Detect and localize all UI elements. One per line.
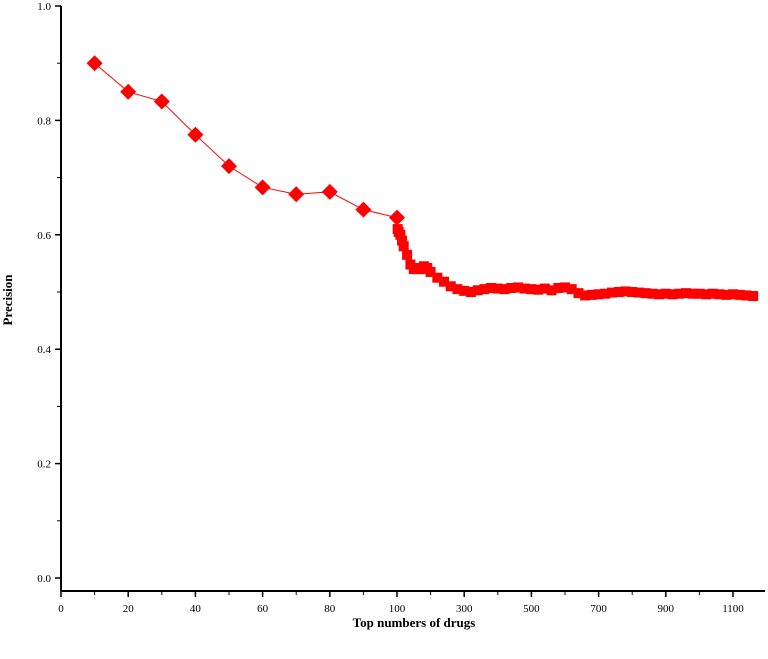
axes: 0.0 0.2 0.4 0.6 0.8 1.0 0 20 40 60 80 100 300 500 700 9…	[37, 1, 765, 615]
data-point-marker	[620, 286, 631, 297]
series-line	[94, 62, 398, 219]
data-point-marker	[701, 289, 712, 300]
data-point-marker	[519, 283, 530, 294]
x-tick-label: 900	[658, 603, 675, 615]
data-point-marker	[714, 289, 725, 300]
y-tick-label: 0.0	[37, 573, 51, 585]
data-point-marker	[398, 241, 409, 252]
data-point-marker	[86, 55, 103, 72]
data-point-marker	[506, 282, 517, 293]
y-tick-label: 0.8	[37, 115, 51, 127]
data-point-marker	[425, 266, 436, 277]
data-point-marker	[687, 288, 698, 299]
data-point-marker	[492, 283, 503, 294]
data-point-marker	[607, 287, 618, 298]
data-point-marker	[560, 282, 570, 293]
data-point-marker	[452, 284, 463, 295]
x-tick-label: 20	[123, 603, 135, 615]
data-point-marker	[254, 179, 271, 196]
data-point-marker	[479, 284, 490, 295]
data-point-marker	[707, 288, 718, 299]
y-tick-label: 0.6	[37, 230, 51, 242]
data-point-marker	[647, 288, 658, 299]
data-point-marker	[288, 186, 305, 203]
data-point-marker	[680, 288, 691, 299]
data-point-marker	[499, 284, 510, 295]
data-point-marker	[486, 282, 497, 293]
data-point-marker	[654, 289, 665, 300]
data-point-marker	[573, 288, 584, 299]
data-point-marker	[728, 289, 738, 300]
x-tick-label: 40	[190, 603, 202, 615]
data-point-marker	[627, 287, 638, 297]
x-tick-label: 500	[523, 603, 540, 615]
data-point-marker	[660, 288, 671, 299]
data-point-marker	[640, 288, 651, 299]
x-tick-label: 700	[590, 603, 607, 615]
data-point-marker	[355, 201, 372, 218]
data-point-marker	[459, 285, 470, 296]
y-tick-label: 0.4	[37, 344, 51, 356]
data-point-marker	[321, 183, 338, 200]
data-point-marker	[120, 83, 137, 100]
data-point-marker	[586, 289, 597, 300]
data-point-marker	[600, 288, 611, 299]
y-tick-label: 0.2	[37, 459, 51, 471]
data-point-marker	[748, 291, 759, 302]
data-point-marker	[539, 283, 550, 294]
x-tick-label: 100	[389, 603, 406, 615]
data-point-marker	[613, 287, 624, 297]
data-point-marker	[472, 285, 483, 296]
data-point-marker	[445, 281, 456, 292]
data-point-marker	[580, 290, 591, 301]
data-point-marker	[553, 282, 564, 293]
series-layer	[86, 55, 759, 302]
data-point-marker	[674, 288, 685, 299]
data-point-marker	[667, 289, 678, 300]
x-tick-label: 300	[456, 603, 473, 615]
data-point-marker	[566, 284, 577, 295]
data-point-marker	[533, 284, 544, 295]
data-point-marker	[153, 93, 170, 110]
data-point-marker	[593, 289, 604, 300]
x-tick-label: 0	[58, 603, 64, 615]
y-tick-label: 1.0	[37, 1, 51, 13]
data-point-marker	[187, 126, 204, 143]
x-tick-label: 80	[324, 603, 336, 615]
data-point-marker	[221, 158, 237, 175]
data-point-marker	[633, 287, 644, 298]
data-point-marker	[432, 272, 443, 283]
x-tick-label: 1100	[722, 603, 744, 615]
y-axis-title: Precision	[0, 274, 15, 326]
data-point-marker	[402, 249, 413, 260]
data-point-marker	[734, 289, 745, 300]
x-axis-title: Top numbers of drugs	[353, 615, 476, 630]
data-point-marker	[694, 288, 705, 299]
data-point-marker	[526, 284, 537, 295]
data-point-marker	[397, 235, 408, 246]
data-point-marker	[395, 229, 406, 240]
data-point-marker	[546, 285, 557, 296]
x-tick-label: 60	[257, 603, 269, 615]
data-point-marker	[439, 276, 450, 287]
data-point-marker	[721, 289, 732, 300]
data-point-marker	[465, 287, 476, 297]
data-point-marker	[741, 290, 752, 301]
data-point-marker	[512, 282, 523, 293]
